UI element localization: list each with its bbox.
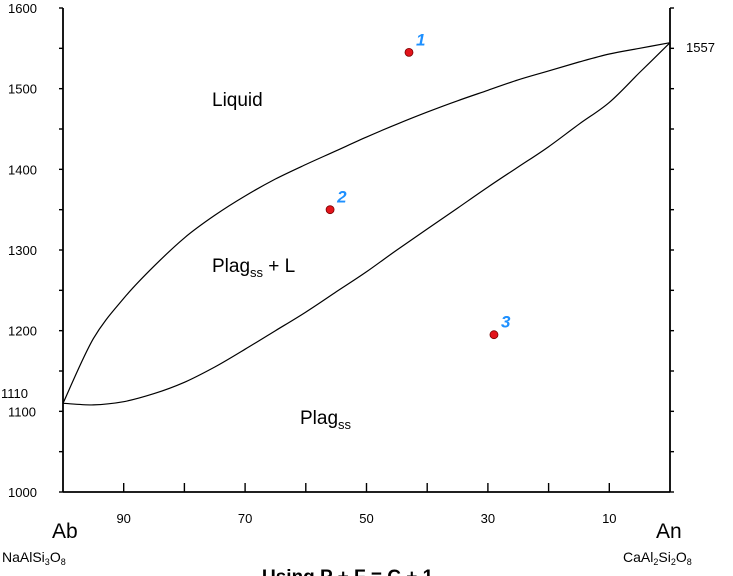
- composition-points: 1 2 3: [325, 30, 511, 340]
- formula-an-sub2: 2: [671, 557, 676, 567]
- region-plag-solid-sub: ss: [338, 417, 352, 432]
- endmember-an-label: An: [656, 520, 682, 543]
- formula-ab: NaAlSi3O8: [2, 549, 66, 567]
- formula-an-part2: Si: [658, 549, 670, 565]
- region-plag-liquid-sub: ss: [250, 265, 264, 280]
- formula-an-part1: CaAl: [623, 549, 653, 565]
- region-plag-liquid-main: Plag: [212, 256, 250, 277]
- region-plag-liquid-suffix: + L: [263, 256, 295, 277]
- composition-point-3: [489, 330, 499, 340]
- formula-an-sub3: 8: [687, 557, 692, 567]
- x-tick-label: 90: [116, 511, 130, 526]
- formula-ab-part2: O: [50, 549, 61, 565]
- x-tick-labels: 90 70 50 30 10: [116, 511, 616, 526]
- composition-point-2: [325, 205, 335, 215]
- endmember-ab-label: Ab: [52, 520, 78, 543]
- melting-point-ab-label: 1110: [1, 386, 28, 401]
- formula-ab-part1: NaAlSi: [2, 549, 45, 565]
- melting-point-an-label: 1557: [686, 40, 715, 55]
- y-tick-label: 1000: [8, 485, 37, 500]
- y-tick-label: 1300: [8, 243, 37, 258]
- y-ticks: [59, 7, 674, 493]
- composition-point-1: [404, 47, 414, 57]
- x-tick-label: 30: [481, 511, 495, 526]
- x-tick-label: 50: [359, 511, 373, 526]
- x-ticks: [122, 483, 610, 492]
- x-tick-label: 70: [238, 511, 252, 526]
- y-tick-labels: 1000 1100 1200 1300 1400 1500 1600: [8, 1, 37, 500]
- y-tick-label: 1200: [8, 324, 37, 339]
- formula-ab-sub1: 3: [45, 557, 50, 567]
- region-plag-solid-label: Plagss: [300, 408, 352, 432]
- composition-point-label-2: 2: [336, 188, 347, 207]
- region-liquid-label: Liquid: [212, 90, 263, 111]
- formula-an-sub1: 2: [653, 557, 658, 567]
- x-tick-label: 10: [602, 511, 616, 526]
- y-tick-label: 1600: [8, 1, 37, 16]
- region-plag-solid-main: Plag: [300, 408, 338, 429]
- y-tick-label: 1100: [8, 404, 36, 419]
- formula-ab-sub2: 8: [61, 557, 66, 567]
- formula-an-part3: O: [676, 549, 687, 565]
- formula-an: CaAl2Si2O8: [623, 549, 692, 567]
- solidus-curve: [62, 42, 671, 406]
- y-tick-label: 1500: [8, 82, 37, 97]
- y-tick-label: 1400: [8, 162, 37, 177]
- region-plag-liquid-label: Plagss + L: [212, 256, 295, 280]
- liquidus-curve: [62, 42, 671, 404]
- composition-point-label-3: 3: [501, 313, 511, 332]
- composition-point-label-1: 1: [416, 30, 425, 49]
- phase-rule-equation: Using P + F = C + 1: [262, 567, 434, 576]
